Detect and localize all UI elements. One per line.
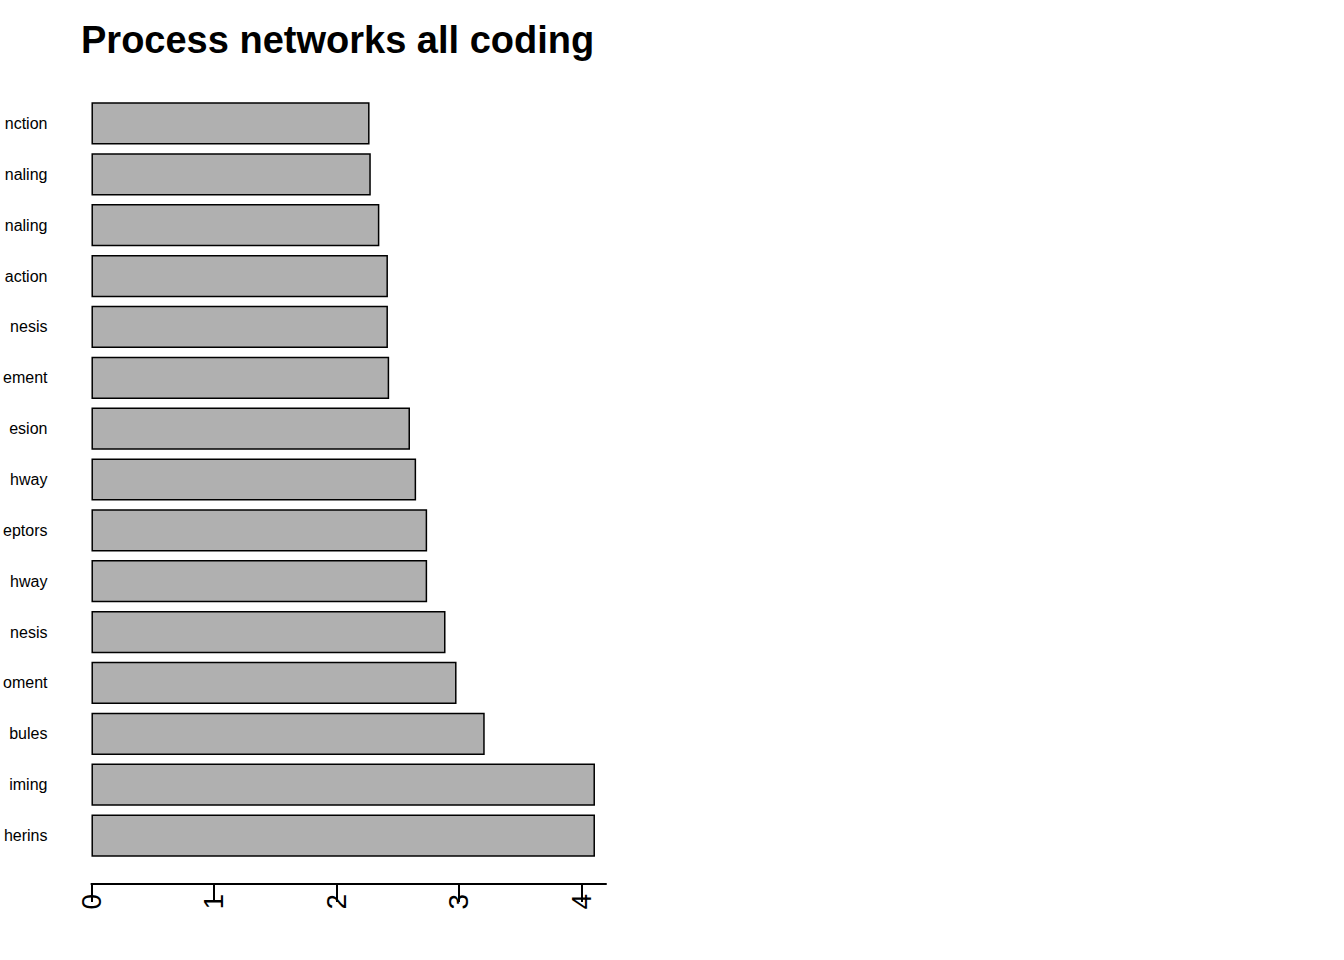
svg-text:4: 4 — [566, 894, 597, 910]
svg-text:1: 1 — [198, 894, 229, 910]
svg-text:iming: iming — [9, 776, 47, 793]
svg-text:nction: nction — [5, 115, 48, 132]
svg-text:oment: oment — [3, 674, 48, 691]
svg-text:ement: ement — [3, 369, 48, 386]
svg-text:Process networks all coding: Process networks all coding — [81, 19, 594, 61]
svg-text:naling: naling — [5, 166, 48, 183]
svg-text:hway: hway — [10, 573, 47, 590]
svg-text:esion: esion — [9, 420, 47, 437]
svg-text:hway: hway — [10, 471, 47, 488]
svg-text:3: 3 — [443, 894, 474, 910]
svg-text:action: action — [5, 268, 48, 285]
svg-text:2: 2 — [321, 894, 352, 910]
svg-text:bules: bules — [9, 725, 47, 742]
svg-text:nesis: nesis — [10, 624, 47, 641]
svg-text:herins: herins — [4, 827, 48, 844]
svg-text:0: 0 — [76, 894, 107, 910]
svg-text:nesis: nesis — [10, 318, 47, 335]
svg-text:naling: naling — [5, 217, 48, 234]
svg-text:eptors: eptors — [3, 522, 47, 539]
